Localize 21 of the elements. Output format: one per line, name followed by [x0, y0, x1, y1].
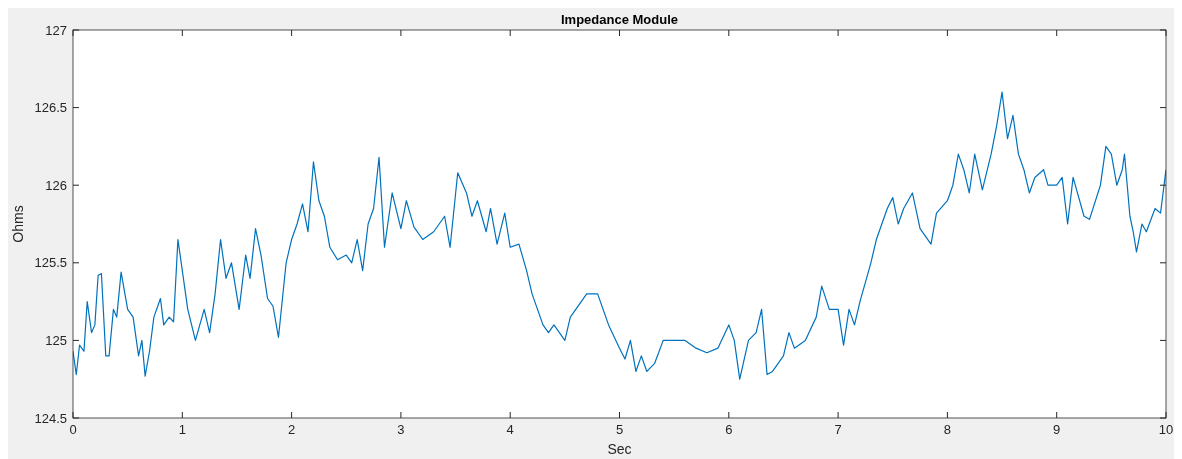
- y-tick-label: 126.5: [34, 100, 67, 116]
- x-tick-label: 6: [725, 422, 733, 437]
- chart-title: Impedance Module: [560, 12, 679, 27]
- line-series: [73, 91, 1166, 380]
- x-tick-label: 1: [178, 422, 186, 437]
- y-tick-label: 125: [45, 332, 67, 348]
- x-tick-label: 9: [1053, 422, 1061, 437]
- y-tick-label: 127: [45, 22, 67, 38]
- x-tick-label: 10: [1158, 422, 1174, 437]
- x-tick-label: 3: [397, 422, 405, 437]
- y-tick-label: 126: [45, 177, 67, 193]
- x-axis-title: Sec: [607, 441, 632, 457]
- x-tick-label: 4: [506, 422, 514, 437]
- y-tick-label: 124.5: [34, 410, 67, 426]
- x-tick-label: 8: [943, 422, 952, 437]
- y-axis-title: Ohms: [10, 205, 26, 243]
- y-tick-label: 125.5: [34, 255, 67, 271]
- x-tick-label: 2: [287, 422, 296, 437]
- x-tick-label: 7: [834, 422, 842, 437]
- x-tick-label: 0: [69, 422, 77, 437]
- x-tick-label: 5: [615, 422, 624, 437]
